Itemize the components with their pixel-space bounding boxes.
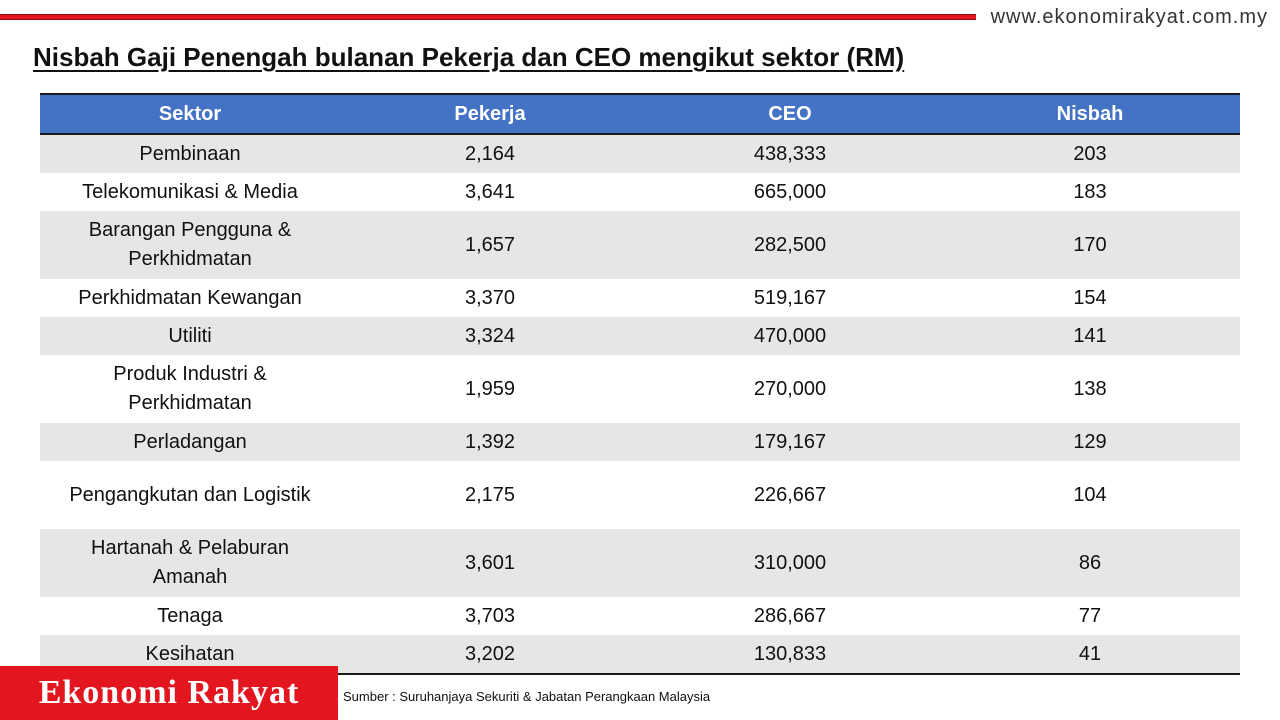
cell-pekerja: 1,657 <box>340 211 640 279</box>
cell-nisbah: 129 <box>940 423 1240 461</box>
table-row: Hartanah & Pelaburan Amanah 3,601 310,000 8… <box>40 529 1240 597</box>
header-ceo: CEO <box>640 94 940 135</box>
brand-logo-text: Ekonomi Rakyat <box>38 674 300 711</box>
table-body: Pembinaan 2,164 438,333 203 Telekomunikasi &… <box>40 134 1240 674</box>
cell-sektor: Pembinaan <box>40 134 340 173</box>
table-row: Perladangan 1,392 179,167 129 <box>40 423 1240 461</box>
cell-nisbah: 203 <box>940 134 1240 173</box>
cell-ceo: 286,667 <box>640 597 940 635</box>
cell-pekerja: 2,175 <box>340 461 640 529</box>
cell-nisbah: 154 <box>940 279 1240 317</box>
cell-nisbah: 86 <box>940 529 1240 597</box>
cell-nisbah: 41 <box>940 635 1240 674</box>
cell-nisbah: 104 <box>940 461 1240 529</box>
cell-ceo: 470,000 <box>640 317 940 355</box>
cell-pekerja: 1,392 <box>340 423 640 461</box>
table-row: Kesihatan 3,202 130,833 41 <box>40 635 1240 674</box>
cell-sektor: Pengangkutan dan Logistik <box>40 461 340 529</box>
site-url: www.ekonomirakyat.com.my <box>990 6 1268 28</box>
table-row: Barangan Pengguna & Perkhidmatan 1,657 282… <box>40 211 1240 279</box>
table-row: Produk Industri & Perkhidmatan 1,959 270,0… <box>40 355 1240 423</box>
cell-pekerja: 3,703 <box>340 597 640 635</box>
table-row: Pengangkutan dan Logistik 2,175 226,667 104 <box>40 461 1240 529</box>
cell-ceo: 665,000 <box>640 173 940 211</box>
cell-pekerja: 3,370 <box>340 279 640 317</box>
salary-ratio-table: Sektor Pekerja CEO Nisbah Pembinaan 2,164… <box>40 93 1240 675</box>
cell-pekerja: 3,641 <box>340 173 640 211</box>
cell-nisbah: 183 <box>940 173 1240 211</box>
header-pekerja: Pekerja <box>340 94 640 135</box>
table-row: Pembinaan 2,164 438,333 203 <box>40 134 1240 173</box>
cell-pekerja: 3,601 <box>340 529 640 597</box>
cell-ceo: 226,667 <box>640 461 940 529</box>
header-sektor: Sektor <box>40 94 340 135</box>
cell-sektor: Telekomunikasi & Media <box>40 173 340 211</box>
table-row: Telekomunikasi & Media 3,641 665,000 183 <box>40 173 1240 211</box>
cell-pekerja: 2,164 <box>340 134 640 173</box>
table-row: Utiliti 3,324 470,000 141 <box>40 317 1240 355</box>
cell-sektor: Produk Industri & Perkhidmatan <box>40 355 340 423</box>
cell-ceo: 438,333 <box>640 134 940 173</box>
table-row: Tenaga 3,703 286,667 77 <box>40 597 1240 635</box>
header-nisbah: Nisbah <box>940 94 1240 135</box>
cell-nisbah: 138 <box>940 355 1240 423</box>
cell-ceo: 310,000 <box>640 529 940 597</box>
cell-pekerja: 3,324 <box>340 317 640 355</box>
cell-sektor: Hartanah & Pelaburan Amanah <box>40 529 340 597</box>
cell-ceo: 270,000 <box>640 355 940 423</box>
cell-sektor: Tenaga <box>40 597 340 635</box>
brand-logo-box: Ekonomi Rakyat <box>0 666 338 720</box>
cell-sektor: Utiliti <box>40 317 340 355</box>
cell-sektor: Perladangan <box>40 423 340 461</box>
page-title: Nisbah Gaji Penengah bulanan Pekerja dan… <box>33 42 905 72</box>
cell-ceo: 282,500 <box>640 211 940 279</box>
cell-nisbah: 77 <box>940 597 1240 635</box>
cell-sektor: Perkhidmatan Kewangan <box>40 279 340 317</box>
cell-ceo: 130,833 <box>640 635 940 674</box>
cell-ceo: 519,167 <box>640 279 940 317</box>
cell-ceo: 179,167 <box>640 423 940 461</box>
top-red-rule <box>0 14 976 20</box>
cell-nisbah: 170 <box>940 211 1240 279</box>
table-row: Perkhidmatan Kewangan 3,370 519,167 154 <box>40 279 1240 317</box>
table-header-row: Sektor Pekerja CEO Nisbah <box>40 94 1240 135</box>
cell-pekerja: 1,959 <box>340 355 640 423</box>
source-note: Sumber : Suruhanjaya Sekuriti & Jabatan … <box>343 689 711 704</box>
cell-sektor: Barangan Pengguna & Perkhidmatan <box>40 211 340 279</box>
cell-nisbah: 141 <box>940 317 1240 355</box>
cell-pekerja: 3,202 <box>340 635 640 674</box>
